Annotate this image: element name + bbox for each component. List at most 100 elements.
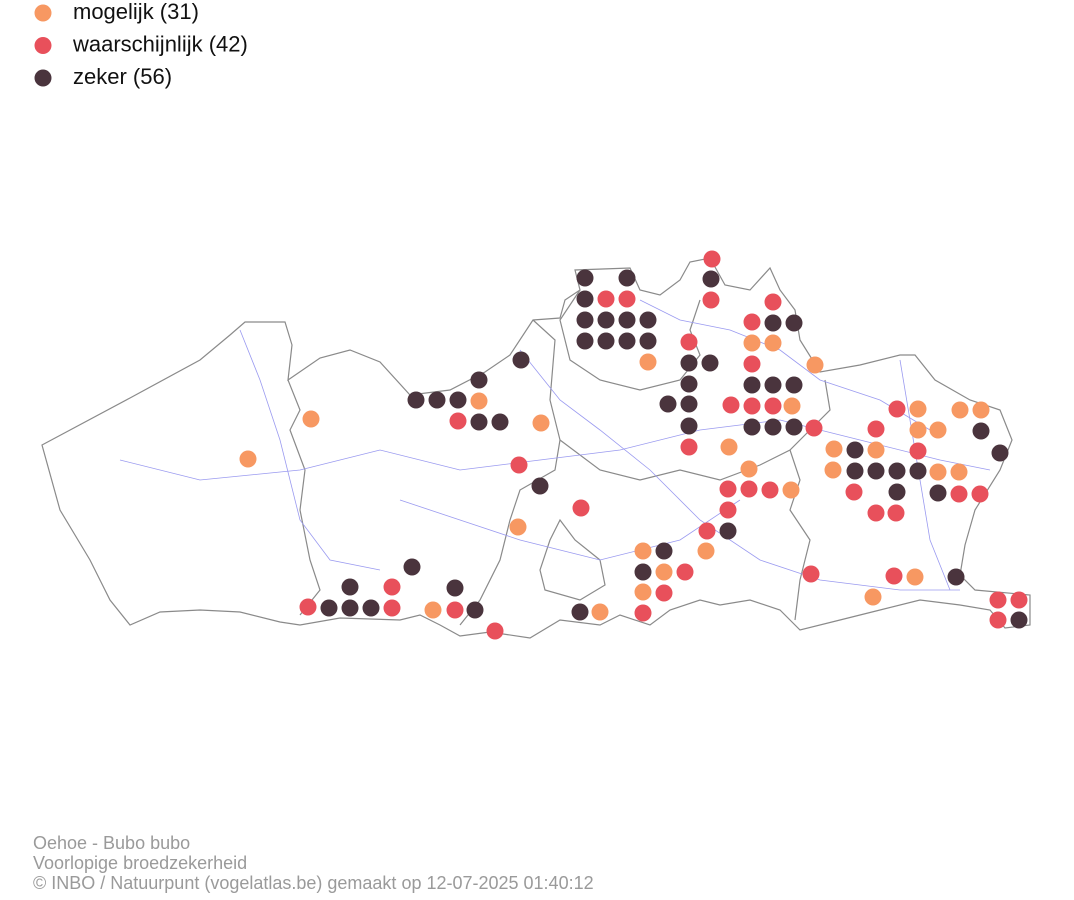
observation-dot [888,483,906,501]
observation-dot [867,462,885,480]
observation-dot [239,450,257,468]
legend-label: zeker (56) [73,64,172,89]
observation-dot [702,270,720,288]
observation-dot [929,463,947,481]
observation-dot [639,332,657,350]
observation-dot [989,591,1007,609]
observation-dot [639,311,657,329]
observation-dot [743,376,761,394]
observation-dot [634,563,652,581]
observation-dot [743,418,761,436]
observation-dot [362,599,380,617]
observation-dot [722,396,740,414]
observation-dot [302,410,320,428]
observation-dot [383,599,401,617]
observation-dot [341,578,359,596]
observation-dot [634,583,652,601]
observation-dot [761,481,779,499]
observation-dot [929,484,947,502]
observation-dot [1010,591,1028,609]
observation-dot [655,584,673,602]
observation-dot [446,601,464,619]
observation-dot [846,462,864,480]
footer-line: © INBO / Natuurpunt (vogelatlas.be) gema… [33,873,594,893]
observation-dot [701,354,719,372]
observation-dot [888,462,906,480]
legend-swatch [34,37,52,54]
observation-dot [887,504,905,522]
observation-dot [719,501,737,519]
observation-dot [341,599,359,617]
observation-dot [572,499,590,517]
legend-swatch [34,69,52,87]
observation-dot [680,417,698,435]
observation-dot [845,483,863,501]
observation-dot [740,480,758,498]
observation-dot [740,460,758,478]
observation-dot [618,269,636,287]
observation-dot [764,376,782,394]
legend-label: waarschijnlijk (42) [72,31,248,56]
observation-dot [571,603,589,621]
observation-dot [743,334,761,352]
observation-dot [680,354,698,372]
observation-dot [991,444,1009,462]
observation-dot [846,441,864,459]
observation-dot [680,438,698,456]
observation-dot [1010,611,1028,629]
observation-dot [486,622,504,640]
observation-dot [743,355,761,373]
observation-dot [864,588,882,606]
legend-label: mogelijk (31) [73,0,199,24]
observation-dot [929,421,947,439]
observation-dot [531,477,549,495]
observation-dot [510,456,528,474]
observation-dot [428,391,446,409]
observation-dot [764,293,782,311]
observation-dot [909,421,927,439]
observation-dot [825,440,843,458]
observation-dot [634,542,652,560]
observation-dot [403,558,421,576]
observation-dot [320,599,338,617]
observation-dot [407,391,425,409]
observation-dot [680,375,698,393]
observation-dot [449,391,467,409]
observation-dot [909,462,927,480]
observation-dot [383,578,401,596]
observation-dot [888,400,906,418]
observation-dot [634,604,652,622]
observation-dot [680,395,698,413]
observation-dot [576,311,594,329]
observation-dot [743,397,761,415]
observation-dot [470,392,488,410]
observation-dot [446,579,464,597]
observation-dot [576,332,594,350]
observation-dot [806,356,824,374]
observation-dot [424,601,442,619]
observation-dot [576,269,594,287]
observation-dot [618,290,636,308]
observation-dot [509,518,527,536]
observation-dot [805,419,823,437]
observation-dot [909,442,927,460]
observation-dot [785,376,803,394]
observation-dot [655,542,673,560]
observation-dot [703,250,721,268]
observation-dot [597,311,615,329]
observation-dot [764,397,782,415]
footer-line: Oehoe - Bubo bubo [33,833,190,853]
observation-dot [764,314,782,332]
observation-dot [743,313,761,331]
observation-dot [867,441,885,459]
observation-dot [719,480,737,498]
observation-dot [885,567,903,585]
observation-dot [867,504,885,522]
observation-dot [697,542,715,560]
observation-dot [597,290,615,308]
observation-dot [720,438,738,456]
observation-dot [512,351,530,369]
observation-dot [947,568,965,586]
